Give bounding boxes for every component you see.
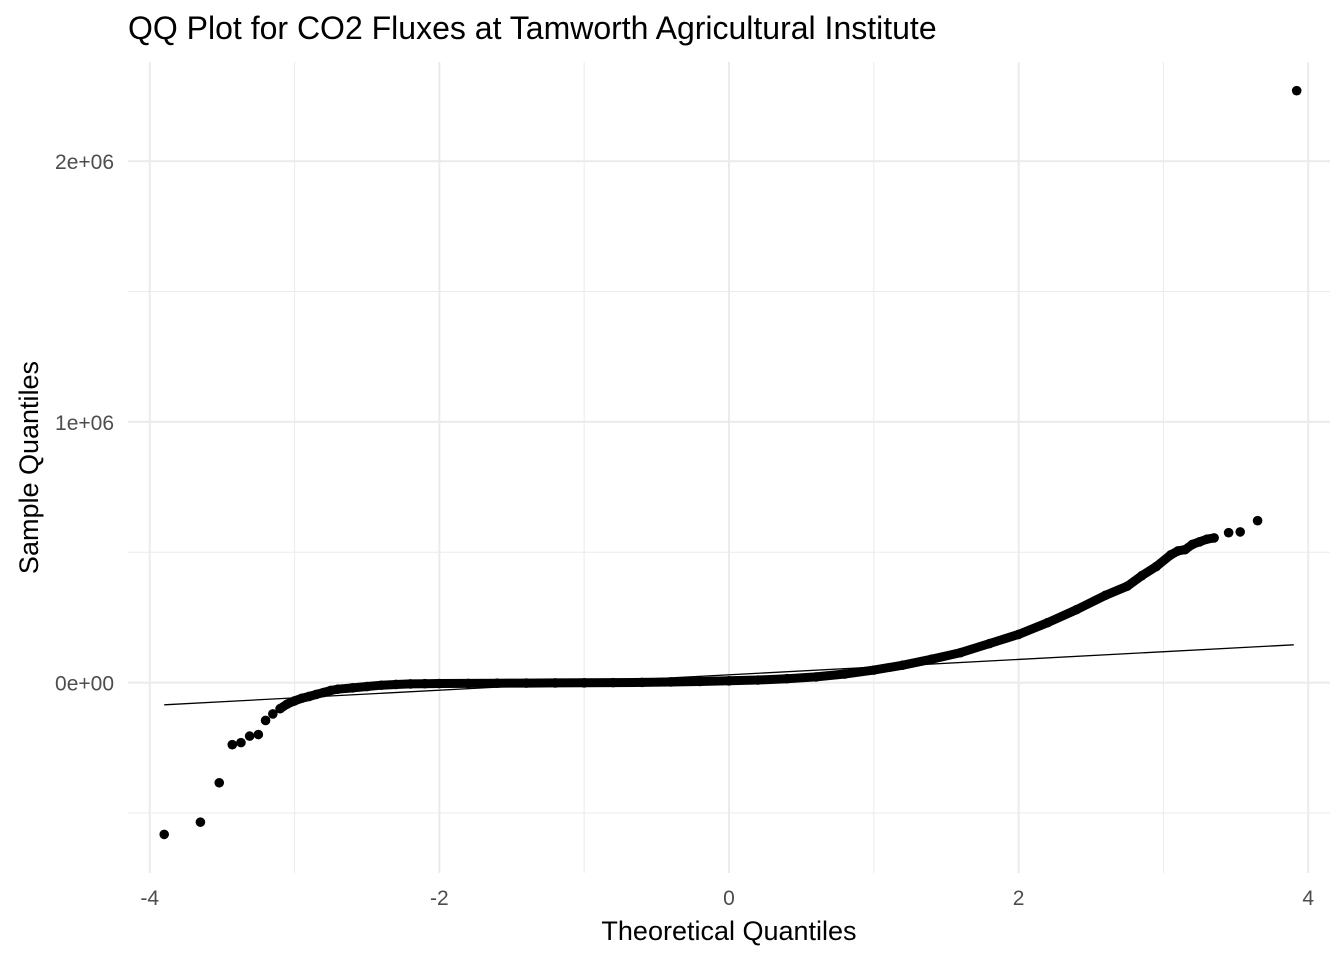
data-point <box>1165 550 1176 560</box>
data-point <box>296 693 307 704</box>
data-point <box>1291 85 1302 96</box>
data-point <box>195 817 206 827</box>
data-point <box>1122 581 1133 591</box>
data-point <box>1235 527 1246 537</box>
data-point <box>984 638 995 649</box>
data-point <box>159 829 170 840</box>
x-tick-label: 0 <box>723 887 735 910</box>
data-point <box>420 678 430 689</box>
data-point <box>1223 527 1234 538</box>
data-point <box>260 715 271 726</box>
y-tick-label: 1e+06 <box>55 412 114 435</box>
data-point <box>275 703 285 714</box>
data-point <box>1042 617 1053 628</box>
data-point <box>333 684 343 694</box>
data-point <box>926 654 937 664</box>
data-point <box>236 737 246 748</box>
data-point <box>579 678 589 688</box>
data-point <box>550 678 561 688</box>
data-point <box>244 731 255 741</box>
y-tick-label: 0e+00 <box>55 673 114 696</box>
data-point <box>311 689 322 700</box>
data-point <box>253 729 264 740</box>
data-point <box>227 739 238 750</box>
data-point <box>782 673 792 684</box>
x-axis-title: Theoretical Quantiles <box>601 916 856 946</box>
x-tick-label: 4 <box>1302 887 1314 910</box>
data-point <box>268 709 278 719</box>
data-point <box>811 672 821 682</box>
data-point <box>318 687 329 698</box>
x-tick-label: -2 <box>430 887 449 910</box>
data-point <box>1173 546 1183 556</box>
data-point <box>362 681 372 692</box>
data-point <box>1252 515 1263 526</box>
y-axis-title: Sample Quantiles <box>14 361 44 574</box>
data-point <box>608 677 618 688</box>
data-point <box>1202 534 1212 545</box>
data-point <box>1136 570 1147 581</box>
data-point <box>405 679 416 689</box>
data-point <box>1100 590 1111 601</box>
data-point <box>869 665 879 675</box>
data-point <box>897 660 908 670</box>
x-tick-label: 2 <box>1013 887 1025 910</box>
data-point <box>637 677 647 688</box>
data-point <box>695 676 705 687</box>
data-point <box>492 678 503 689</box>
data-point <box>214 777 225 788</box>
data-point <box>1151 561 1162 572</box>
data-point <box>391 679 401 690</box>
data-point <box>753 675 763 685</box>
y-tick-label: 2e+06 <box>55 151 114 174</box>
qq-reference-line <box>164 644 1294 706</box>
data-point <box>1209 533 1219 543</box>
data-point <box>666 677 676 687</box>
data-point <box>282 699 293 709</box>
data-point <box>955 647 966 658</box>
data-point <box>1071 604 1082 615</box>
data-point <box>1180 544 1190 555</box>
data-point <box>724 676 734 686</box>
data-point <box>1187 539 1198 550</box>
data-point <box>304 691 314 702</box>
data-point <box>521 678 532 688</box>
x-tick-label: -4 <box>140 887 159 910</box>
data-point <box>840 669 850 679</box>
data-point <box>1194 537 1205 547</box>
data-point <box>289 696 300 706</box>
data-point <box>463 678 474 689</box>
data-point <box>376 680 387 691</box>
data-point <box>434 678 445 689</box>
data-point <box>347 683 358 693</box>
chart-title: QQ Plot for CO2 Fluxes at Tamworth Agric… <box>128 10 937 46</box>
data-point <box>325 685 336 696</box>
data-point <box>1013 629 1024 640</box>
